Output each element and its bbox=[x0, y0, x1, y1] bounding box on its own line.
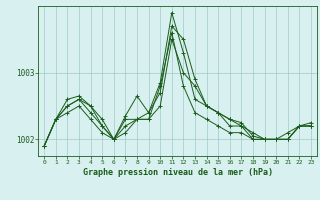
X-axis label: Graphe pression niveau de la mer (hPa): Graphe pression niveau de la mer (hPa) bbox=[83, 168, 273, 177]
